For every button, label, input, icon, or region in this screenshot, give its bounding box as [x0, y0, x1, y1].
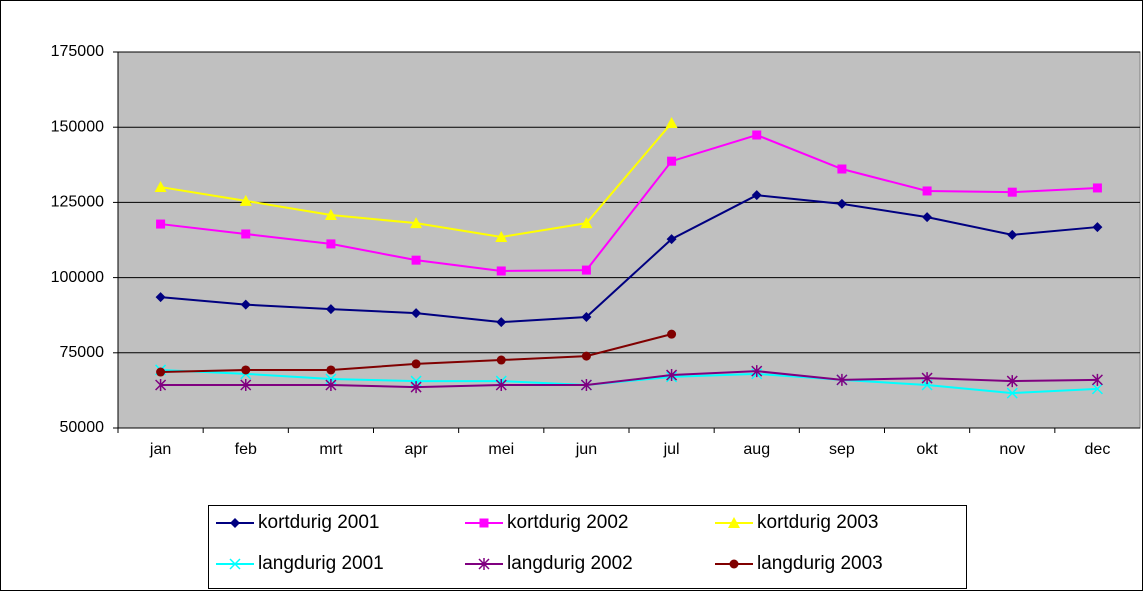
y-tick-label: 75000	[60, 344, 105, 361]
marker	[156, 219, 166, 229]
legend-label: langdurig 2001	[258, 553, 384, 574]
marker	[239, 194, 252, 206]
plot-area	[117, 51, 1141, 429]
marker	[326, 365, 336, 375]
marker	[667, 156, 677, 166]
marker	[751, 365, 763, 378]
x-tick-label: okt	[916, 441, 938, 458]
marker	[154, 181, 167, 193]
marker	[922, 186, 932, 196]
marker	[229, 558, 241, 570]
y-tick-label: 50000	[60, 419, 105, 436]
y-tick-label: 125000	[51, 194, 104, 211]
marker	[479, 518, 489, 528]
x-tick-label: nov	[999, 441, 1025, 458]
marker	[1091, 383, 1103, 395]
x-tick-label: dec	[1085, 441, 1111, 458]
y-tick-label: 175000	[51, 43, 104, 60]
marker	[325, 304, 336, 315]
marker	[837, 164, 847, 174]
marker	[326, 239, 336, 249]
marker	[1007, 187, 1017, 197]
legend-label: kortdurig 2002	[507, 512, 628, 533]
marker	[495, 230, 508, 242]
x-tick-label: apr	[405, 441, 429, 458]
legend-label: langdurig 2002	[507, 553, 633, 574]
marker	[155, 378, 167, 391]
marker	[156, 367, 166, 377]
marker	[155, 292, 166, 303]
marker	[241, 365, 251, 375]
x-tick-label: mei	[488, 441, 514, 458]
marker	[666, 234, 677, 245]
marker	[478, 558, 490, 570]
marker	[240, 378, 252, 391]
legend-box	[208, 505, 967, 589]
marker	[410, 217, 423, 229]
marker	[728, 517, 740, 528]
marker	[666, 369, 678, 382]
marker	[411, 359, 421, 369]
marker	[496, 266, 506, 276]
y-tick-label: 150000	[51, 118, 104, 135]
legend-label: kortdurig 2003	[757, 512, 878, 533]
marker	[729, 559, 739, 569]
marker	[411, 255, 421, 265]
marker	[496, 355, 506, 365]
marker	[230, 518, 240, 528]
marker	[836, 198, 847, 209]
marker	[921, 372, 933, 385]
x-tick-label: aug	[743, 441, 770, 458]
marker	[240, 299, 251, 310]
marker	[580, 378, 592, 391]
marker	[324, 209, 337, 221]
x-tick-label: feb	[235, 441, 257, 458]
marker	[581, 312, 592, 323]
marker	[1092, 183, 1102, 193]
marker	[751, 190, 762, 201]
x-tick-label: sep	[829, 441, 855, 458]
marker	[495, 378, 507, 391]
legend-label: langdurig 2003	[757, 553, 883, 574]
marker	[410, 381, 422, 394]
marker	[922, 212, 933, 223]
x-tick-label: jun	[575, 441, 597, 458]
marker	[1006, 387, 1018, 399]
marker	[241, 229, 251, 239]
marker	[665, 116, 678, 128]
marker	[667, 329, 677, 339]
marker	[1006, 375, 1018, 388]
x-tick-label: mrt	[319, 441, 343, 458]
marker	[580, 217, 593, 229]
marker	[325, 378, 337, 391]
series-line	[160, 194, 1098, 324]
marker	[581, 265, 591, 275]
marker	[1007, 229, 1018, 240]
marker	[1091, 373, 1103, 386]
marker	[496, 317, 507, 328]
marker	[752, 130, 762, 140]
marker	[1092, 222, 1103, 233]
marker	[581, 351, 591, 361]
y-tick-label: 100000	[51, 269, 104, 286]
series-line	[160, 133, 1098, 272]
series-line	[160, 370, 1098, 389]
marker	[411, 308, 422, 319]
legend-label: kortdurig 2001	[258, 512, 379, 533]
x-tick-label: jan	[149, 441, 171, 458]
x-tick-label: jul	[663, 441, 680, 458]
marker	[836, 373, 848, 386]
